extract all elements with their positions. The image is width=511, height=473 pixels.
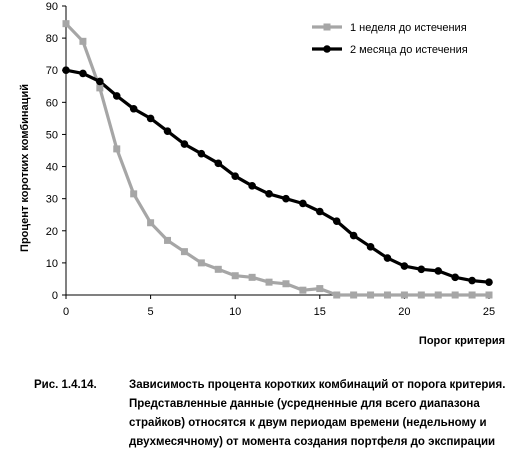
y-tick-label: 30	[46, 194, 58, 206]
y-tick-label: 70	[46, 65, 58, 77]
series-2-point	[468, 276, 476, 285]
series-1-point	[485, 291, 493, 299]
series-2-point	[129, 104, 138, 113]
series-1-point	[451, 291, 459, 299]
series-line-1	[64, 22, 489, 297]
series-2-point	[383, 254, 392, 262]
y-tick-label: 50	[46, 129, 58, 141]
y-axis-label: Процент коротких комбинаций	[19, 84, 31, 252]
series-1-point	[231, 272, 239, 280]
y-tick-label: 0	[52, 290, 58, 302]
series-1-point	[214, 265, 222, 273]
series-2-point	[214, 159, 223, 168]
series-1-point	[350, 291, 358, 299]
series-2-point	[146, 114, 155, 123]
series-1-point	[468, 291, 476, 299]
series-1-point	[434, 291, 442, 299]
caption-text: Зависимость процента коротких комбинаций…	[129, 379, 506, 448]
series-2-point	[316, 207, 324, 216]
series-1-point	[164, 236, 172, 244]
y-tick-label: 20	[46, 226, 58, 238]
series-1-point	[130, 190, 138, 198]
series-2-point	[96, 77, 104, 86]
series-1-point	[417, 291, 425, 299]
series-1-point	[147, 219, 155, 227]
series-2-point	[163, 127, 172, 136]
x-tick-label: 20	[398, 306, 410, 318]
series-2-point	[180, 140, 189, 148]
series-1-point	[265, 278, 273, 286]
series-1-point	[400, 291, 408, 299]
x-axis-ticks: 0 5 10 15 20 25	[63, 295, 495, 318]
series-1-point	[282, 280, 290, 288]
x-tick-label: 5	[148, 306, 154, 318]
y-tick-label: 80	[46, 33, 58, 45]
x-axis-label: Порог критерия	[419, 335, 505, 347]
x-tick-label: 25	[483, 306, 495, 318]
series-2-point	[417, 265, 426, 274]
series-1-point	[180, 248, 188, 256]
series-1-point	[113, 145, 121, 153]
line-chart: 0 10 20 30 40 50 60 70 80 90 0 5 10 15 20 25 1 неделя …	[19, 1, 505, 347]
series-1-point	[316, 285, 324, 293]
legend-swatch-marker-2	[323, 45, 331, 53]
y-axis-ticks: 0 10 20 30 40 50 60 70 80 90	[46, 1, 66, 302]
series-2-point	[248, 182, 256, 190]
series-2-point	[231, 172, 239, 180]
x-tick-label: 0	[63, 306, 69, 318]
legend-label-1: 1 неделя до истечения	[350, 22, 467, 34]
series-2-point	[299, 199, 307, 208]
series-1-point	[197, 259, 205, 267]
series-line-2	[65, 68, 490, 284]
chart-legend: 1 неделя до истечения 2 месяца до истечен…	[312, 22, 468, 56]
x-tick-label: 10	[229, 306, 241, 318]
series-2-point	[434, 267, 443, 275]
legend-label-2: 2 месяца до истечения	[350, 44, 468, 56]
series-2-point	[79, 69, 87, 78]
y-tick-label: 10	[46, 258, 58, 270]
series-2-point	[451, 273, 459, 282]
series-1-point	[96, 84, 104, 92]
series-markers	[62, 20, 493, 299]
series-1-point	[333, 291, 341, 299]
series-1-point	[62, 20, 70, 28]
legend-swatch-marker-1	[323, 23, 331, 31]
series-2-point	[332, 217, 341, 225]
series-2-point	[265, 190, 273, 198]
series-lines	[64, 22, 490, 297]
x-tick-label: 15	[314, 306, 326, 318]
series-2-point	[282, 194, 290, 203]
series-2-point	[62, 66, 70, 75]
caption-label: Рис. 1.4.14.	[34, 379, 97, 391]
series-1-point	[79, 37, 87, 45]
y-tick-label: 60	[46, 97, 58, 109]
series-1-point	[383, 291, 391, 299]
y-tick-label: 40	[46, 162, 58, 174]
series-1-point	[367, 291, 375, 299]
series-2-point	[112, 92, 121, 100]
series-1-point	[248, 273, 256, 281]
series-1-point	[299, 286, 307, 294]
series-2-point	[349, 231, 358, 240]
series-2-point	[197, 149, 206, 158]
series-2-point	[366, 243, 375, 251]
y-tick-label: 90	[46, 1, 58, 13]
series-2-point	[485, 278, 493, 286]
series-2-point	[400, 262, 409, 270]
